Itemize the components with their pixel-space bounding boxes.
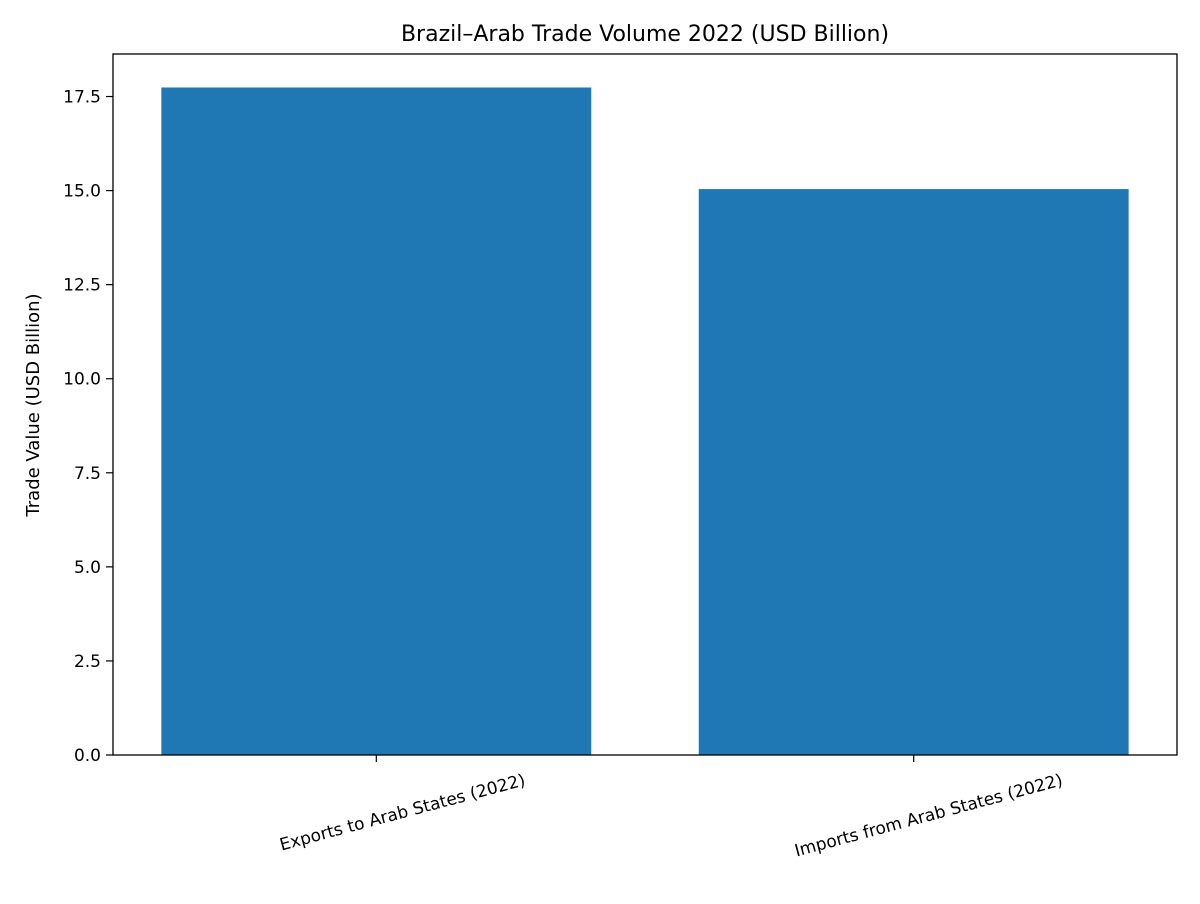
chart-title: Brazil–Arab Trade Volume 2022 (USD Billi… — [401, 22, 889, 47]
bar-0 — [161, 87, 592, 755]
y-tick-label: 5.0 — [74, 558, 101, 578]
bar-1 — [698, 189, 1129, 756]
x-tick-label: Imports from Arab States (2022) — [793, 771, 1065, 862]
y-tick-label: 12.5 — [63, 276, 101, 296]
y-tick-label: 17.5 — [63, 88, 101, 108]
y-tick-label: 2.5 — [74, 652, 101, 672]
x-tick-label: Exports to Arab States (2022) — [278, 771, 528, 856]
y-axis-ticks: 0.0 2.5 5.0 7.5 10.0 12.5 15.0 17.5 — [63, 88, 113, 766]
y-tick-label: 10.0 — [63, 370, 101, 390]
y-axis-label: Trade Value (USD Billion) — [23, 293, 44, 517]
y-tick-label: 7.5 — [74, 464, 101, 484]
x-axis-ticks: Exports to Arab States (2022) Imports fro… — [278, 755, 1065, 861]
bars-group — [161, 87, 1129, 756]
y-tick-label: 15.0 — [63, 182, 101, 202]
y-tick-label: 0.0 — [74, 746, 101, 766]
plot-area-frame — [112, 53, 1178, 756]
